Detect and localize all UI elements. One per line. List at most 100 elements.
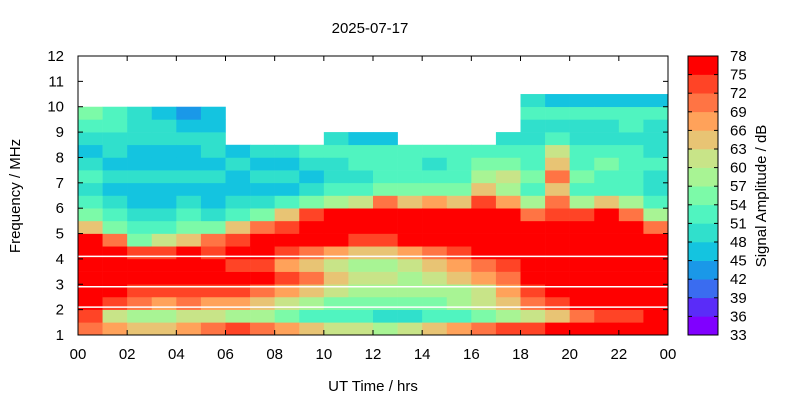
heatmap-cell <box>618 157 644 171</box>
heatmap-cell <box>225 208 251 222</box>
heatmap-cell <box>78 182 103 196</box>
heatmap-cell <box>520 258 546 272</box>
colorbar-tick-label: 75 <box>730 67 747 84</box>
heatmap-cell <box>569 144 595 158</box>
heatmap-cell <box>594 258 620 272</box>
heatmap-cell <box>545 246 570 260</box>
heatmap-cell <box>643 106 669 120</box>
heatmap-cell <box>569 119 595 133</box>
heatmap-cell <box>471 322 497 336</box>
heatmap-cell <box>545 258 570 272</box>
heatmap-cell <box>594 119 620 133</box>
heatmap-cell <box>102 233 128 247</box>
heatmap-cell <box>151 233 177 247</box>
heatmap-cell <box>520 157 546 171</box>
heatmap-cell <box>225 233 251 247</box>
heatmap-cell <box>200 246 226 260</box>
heatmap-cell <box>127 144 153 158</box>
heatmap-cell <box>200 132 226 146</box>
heatmap-cell <box>299 246 325 260</box>
heatmap-cell <box>545 170 570 184</box>
colorbar-swatch <box>688 260 718 280</box>
heatmap-cell <box>176 296 202 310</box>
x-tick-label: 00 <box>70 346 87 363</box>
heatmap-cell <box>373 132 398 146</box>
heatmap-cell <box>545 157 570 171</box>
colorbar-tick-label: 48 <box>730 234 747 251</box>
heatmap-cell <box>250 271 275 285</box>
heatmap-cell <box>225 182 251 196</box>
heatmap-cell <box>127 246 153 260</box>
heatmap-cell <box>594 195 620 209</box>
heatmap-cell <box>299 195 325 209</box>
heatmap-cell <box>102 144 128 158</box>
heatmap-cell <box>422 144 448 158</box>
heatmap-cell <box>176 246 202 260</box>
heatmap-cell <box>569 132 595 146</box>
heatmap-cell <box>348 322 374 336</box>
x-axis: 00 02 04 06 08 10 12 14 16 18 20 22 00 <box>70 56 676 363</box>
colorbar-label: Signal Amplitude / dB <box>753 125 770 268</box>
colorbar-tick-label: 36 <box>730 308 747 325</box>
colorbar-tick-label: 72 <box>730 85 747 102</box>
heatmap-cell <box>225 246 251 260</box>
heatmap-cell <box>127 132 153 146</box>
heatmap-cell <box>225 271 251 285</box>
heatmap-cell <box>323 220 349 234</box>
heatmap-cell <box>102 106 128 120</box>
heatmap-cell <box>520 296 546 310</box>
heatmap-cell <box>495 271 521 285</box>
heatmap-cell <box>151 296 177 310</box>
colorbar-tick-label: 39 <box>730 290 747 307</box>
heatmap-cell <box>569 170 595 184</box>
heatmap-cell <box>471 220 497 234</box>
heatmap-cell <box>495 322 521 336</box>
heatmap-cell <box>471 208 497 222</box>
heatmap-cell <box>495 220 521 234</box>
y-tick-label: 11 <box>48 73 64 90</box>
heatmap-cell <box>397 157 423 171</box>
heatmap-cell <box>176 195 202 209</box>
heatmap-cell <box>274 246 300 260</box>
heatmap-cell <box>471 258 497 272</box>
heatmap-cell <box>594 233 620 247</box>
x-tick-label: 12 <box>365 346 382 363</box>
heatmap-cell <box>545 309 570 323</box>
heatmap-cell <box>200 119 226 133</box>
heatmap-cell <box>200 106 226 120</box>
heatmap-cell <box>151 220 177 234</box>
heatmap-cell <box>176 208 202 222</box>
y-tick-label: 2 <box>56 302 64 319</box>
heatmap-cell <box>102 119 128 133</box>
heatmap-cell <box>594 94 620 108</box>
heatmap-cell <box>127 170 153 184</box>
heatmap-cells <box>78 94 669 336</box>
heatmap-cell <box>102 182 128 196</box>
heatmap-cell <box>397 170 423 184</box>
x-axis-label: UT Time / hrs <box>328 378 418 395</box>
heatmap-cell <box>348 195 374 209</box>
heatmap-cell <box>225 258 251 272</box>
colorbar-tick-label: 33 <box>730 327 747 344</box>
heatmap-cell <box>618 246 644 260</box>
heatmap-cell <box>397 296 423 310</box>
heatmap-cell <box>495 144 521 158</box>
heatmap-cell <box>569 309 595 323</box>
heatmap-cell <box>78 309 103 323</box>
heatmap-cell <box>225 144 251 158</box>
colorbar-tick-label: 66 <box>730 122 747 139</box>
heatmap-cell <box>127 220 153 234</box>
heatmap-cell <box>545 132 570 146</box>
heatmap-cell <box>471 195 497 209</box>
heatmap-cell <box>545 296 570 310</box>
heatmap-cell <box>323 309 349 323</box>
heatmap-cell <box>250 195 275 209</box>
heatmap-cell <box>397 144 423 158</box>
heatmap-cell <box>78 271 103 285</box>
heatmap-cell <box>397 258 423 272</box>
heatmap-cell <box>446 144 472 158</box>
heatmap-cell <box>594 208 620 222</box>
heatmap-cell <box>618 182 644 196</box>
heatmap-cell <box>471 170 497 184</box>
heatmap-cell <box>397 220 423 234</box>
